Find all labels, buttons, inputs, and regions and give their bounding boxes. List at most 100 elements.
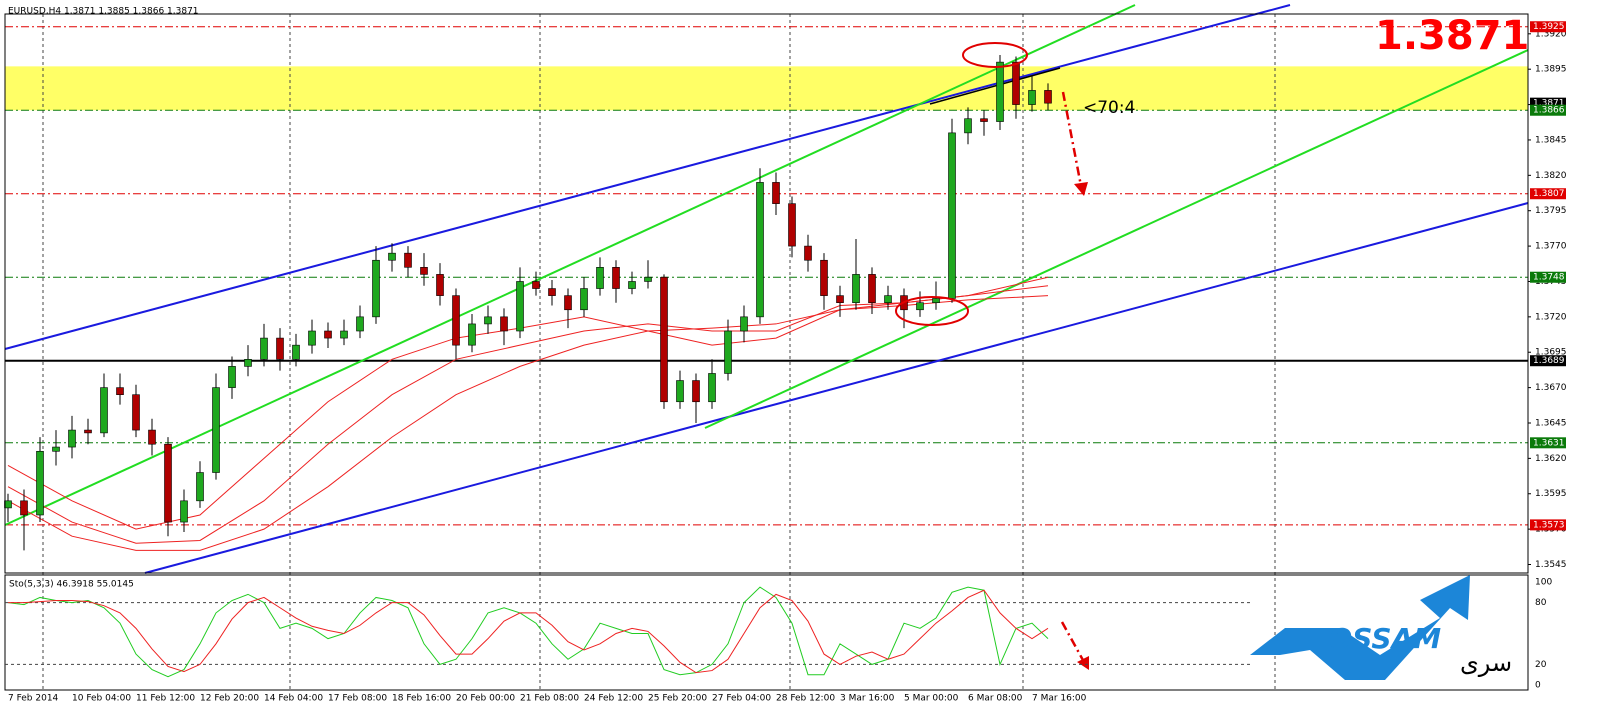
y-tick-label: 1.3845 [1535, 135, 1567, 145]
candle-body [756, 182, 764, 318]
candle-body [948, 132, 956, 299]
x-tick-label: 5 Mar 00:00 [904, 694, 959, 704]
candle-body [548, 288, 556, 296]
candle-body [1012, 61, 1020, 105]
moving-average [7, 295, 1049, 551]
candle-body [116, 387, 124, 395]
candle-body [372, 259, 380, 318]
level-box [1530, 271, 1566, 283]
osc-tick-label: 0 [1535, 681, 1541, 691]
candle-body [132, 394, 140, 431]
level-label: 1.3631 [1533, 438, 1565, 448]
candle-body [964, 118, 972, 134]
candle-body [84, 429, 92, 434]
candle-body [404, 252, 412, 268]
candle-body [68, 429, 76, 448]
candle-body [324, 330, 332, 339]
resistance-zone [5, 66, 1528, 111]
level-box [1530, 519, 1566, 531]
candle-body [996, 61, 1004, 122]
candle-body [708, 373, 716, 403]
candle-body [628, 281, 636, 289]
x-tick-label: 27 Feb 04:00 [712, 694, 771, 704]
candle-body [468, 323, 476, 346]
candle-body [196, 472, 204, 502]
candle-body [1044, 90, 1052, 104]
level-label: 1.3748 [1533, 273, 1565, 283]
candles-layer [4, 55, 1052, 551]
annotations: <70:4 [895, 42, 1135, 670]
level-label: 1.3807 [1533, 189, 1565, 199]
y-tick-label: 1.3770 [1535, 242, 1567, 252]
moving-average [7, 285, 1049, 544]
y-tick-label: 1.3795 [1535, 206, 1567, 216]
channel-line [4, 4, 1136, 526]
candle-body [52, 446, 60, 452]
y-tick-label: 1.3545 [1535, 560, 1567, 570]
x-tick-label: 14 Feb 04:00 [264, 694, 323, 704]
level-box [1530, 437, 1566, 449]
candle-body [388, 252, 396, 261]
candle-body [100, 387, 108, 434]
candle-body [804, 245, 812, 261]
candle-body [276, 337, 284, 360]
candle-body [452, 295, 460, 346]
x-tick-label: 11 Feb 12:00 [136, 694, 195, 704]
x-tick-label: 25 Feb 20:00 [648, 694, 707, 704]
x-tick-label: 3 Mar 16:00 [840, 694, 895, 704]
candle-body [148, 429, 156, 445]
candle-body [676, 380, 684, 403]
channel-line [144, 202, 1529, 574]
logo: HOSSAM سرى [1250, 575, 1512, 680]
logo-script: سرى [1460, 649, 1512, 677]
zone-layer [5, 66, 1528, 111]
grid-layer [42, 14, 1276, 690]
osc-tick-label: 20 [1535, 660, 1547, 670]
osc-line [8, 589, 1049, 674]
trendlines [4, 4, 1529, 574]
candle-body [4, 500, 12, 509]
trend-line [929, 67, 1061, 105]
candle-body [868, 274, 876, 303]
channel-line [4, 4, 1291, 350]
price-label: 1.3871 [1375, 13, 1529, 59]
osc-tick-label: 80 [1535, 598, 1547, 608]
x-tick-label: 20 Feb 00:00 [456, 694, 515, 704]
candle-body [852, 274, 860, 303]
candle-body [164, 443, 172, 523]
channel-line [704, 49, 1529, 429]
candle-body [308, 330, 316, 346]
candle-body [724, 330, 732, 374]
candle-body [36, 450, 44, 516]
x-tick-label: 6 Mar 08:00 [968, 694, 1023, 704]
candle-body [180, 500, 188, 523]
osc-tick-label: 100 [1535, 578, 1552, 588]
level-label: 1.3866 [1533, 106, 1565, 116]
level-box [1530, 355, 1566, 367]
logo-mark [1250, 575, 1470, 680]
candle-body [836, 295, 844, 303]
x-tick-label: 10 Feb 04:00 [72, 694, 131, 704]
candle-body [292, 344, 300, 360]
candle-body [820, 259, 828, 296]
candle-body [884, 295, 892, 303]
level-label: 1.3689 [1533, 356, 1565, 366]
axis-layer: 1.35451.35701.35951.36201.36451.36701.36… [8, 21, 1567, 704]
annotation: <70:4 [1083, 98, 1135, 118]
y-tick-label: 1.3670 [1535, 383, 1567, 393]
y-tick-label: 1.3920 [1535, 29, 1567, 39]
candle-body [532, 281, 540, 289]
level-label: 1.3925 [1533, 22, 1565, 32]
candle-body [596, 267, 604, 289]
x-tick-label: 17 Feb 08:00 [328, 694, 387, 704]
candle-body [580, 288, 588, 311]
main-frame [4, 13, 1529, 574]
highlight-ellipse [895, 296, 969, 326]
candle-body [1028, 90, 1036, 105]
candle-body [564, 295, 572, 311]
levels-layer [5, 26, 1528, 526]
candle-body [212, 387, 220, 473]
x-tick-label: 21 Feb 08:00 [520, 694, 579, 704]
y-tick-label: 1.3820 [1535, 171, 1567, 181]
candle-body [260, 337, 268, 360]
